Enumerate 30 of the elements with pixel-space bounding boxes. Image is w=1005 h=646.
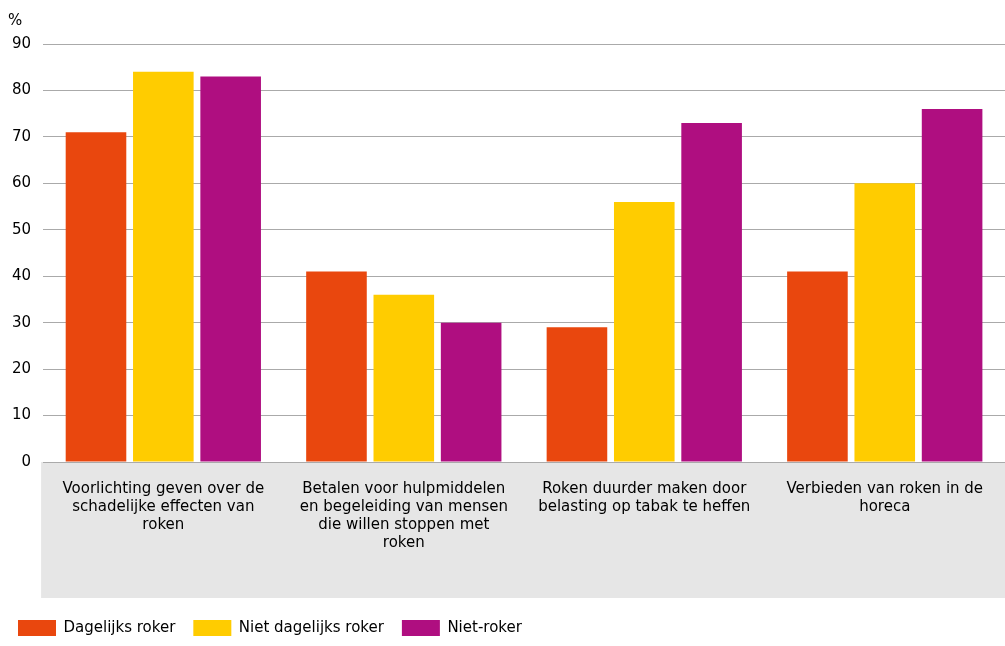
x-tick-label: Verbieden van roken in de horeca <box>786 478 984 515</box>
bar <box>306 271 367 462</box>
y-tick-label: 30 <box>11 312 32 331</box>
y-tick-label: 70 <box>11 126 32 145</box>
y-tick-label: 80 <box>11 80 32 99</box>
y-axis-title: % <box>8 11 23 30</box>
bar <box>65 132 127 462</box>
legend-label: Dagelijks roker <box>63 617 177 636</box>
y-tick-label: 40 <box>11 266 32 285</box>
x-tick-label: Roken duurder maken door belasting op tabak te heffen <box>538 478 751 515</box>
bar <box>200 76 261 462</box>
y-tick-label: 10 <box>11 405 32 424</box>
y-tick-label: 60 <box>11 173 32 192</box>
bar <box>373 294 435 462</box>
y-tick-label: 50 <box>11 219 32 238</box>
bar <box>787 271 848 462</box>
y-tick-label: 20 <box>11 359 32 377</box>
bar <box>133 71 194 462</box>
legend-label: Niet-roker <box>447 617 523 636</box>
bar <box>681 122 742 462</box>
y-tick-label: 90 <box>11 33 32 52</box>
legend-label: Niet dagelijks roker <box>238 617 385 636</box>
x-tick-label: Voorlichting geven over de schadelijke effecten van roken <box>62 478 265 533</box>
bar <box>854 183 916 462</box>
bar <box>440 322 502 462</box>
x-tick-label: Betalen voor hulpmiddelen en begeleiding van mensen die willen stoppen met roken <box>299 478 508 551</box>
y-tick-label: 0 <box>21 451 32 470</box>
bar <box>921 109 983 462</box>
bar <box>546 327 608 462</box>
bar <box>613 201 675 462</box>
